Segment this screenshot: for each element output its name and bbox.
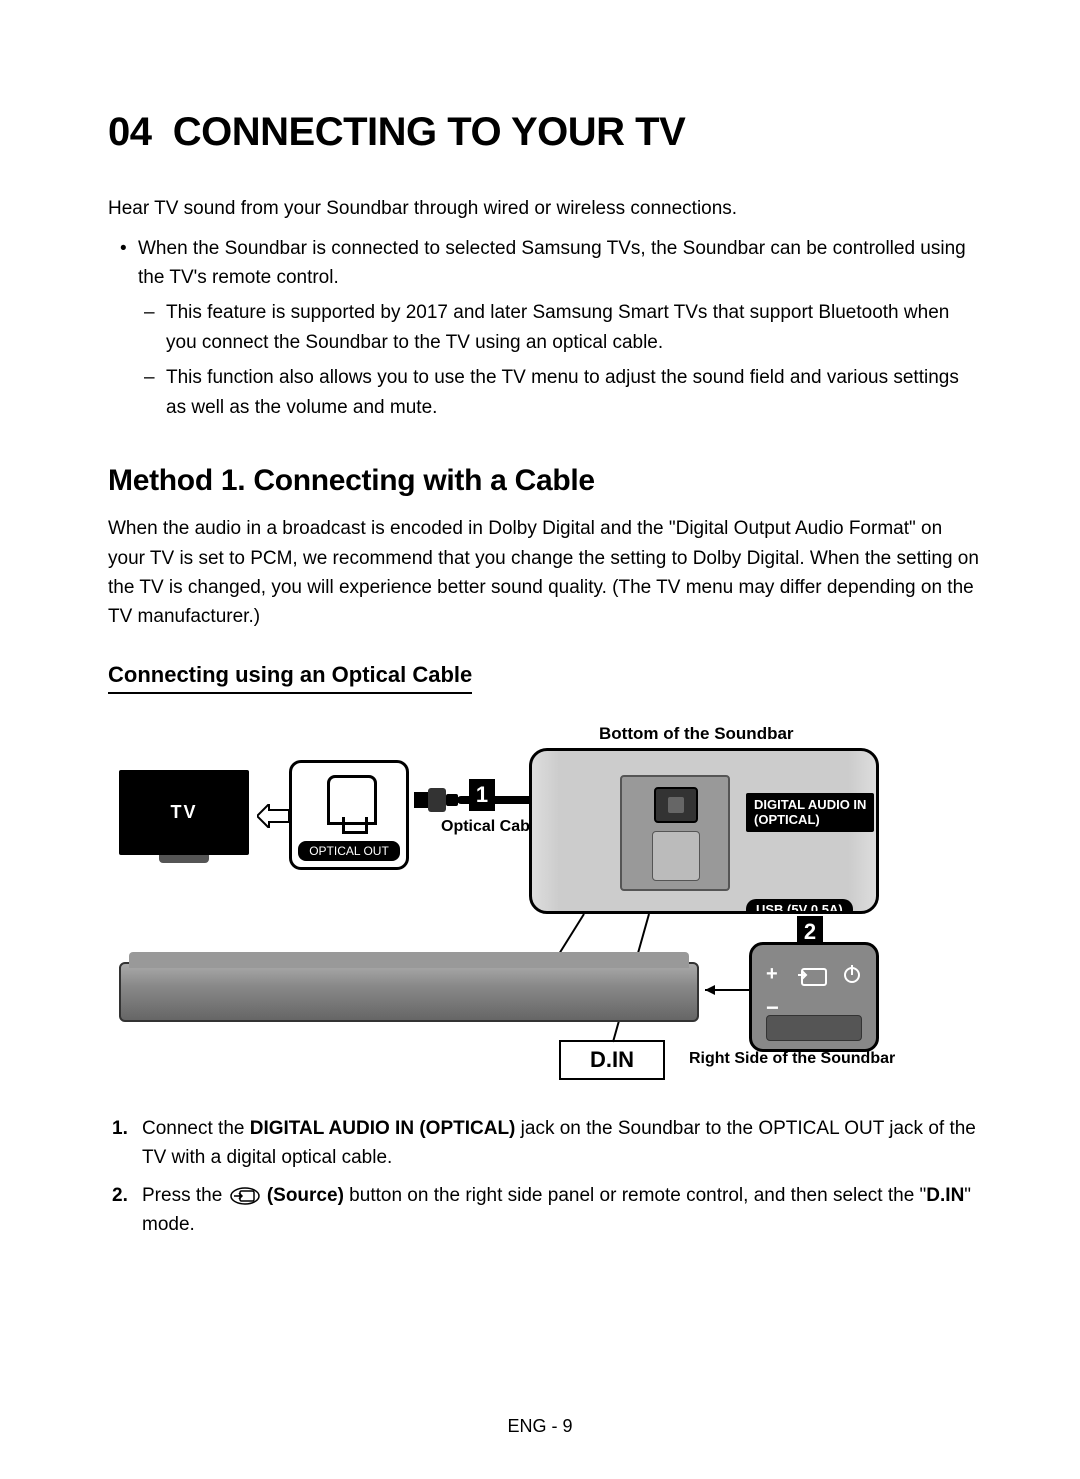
- cable-connector-icon: [412, 782, 460, 818]
- method-title: Method 1. Connecting with a Cable: [108, 464, 980, 498]
- optical-cable-label: Optical Cable: [441, 818, 543, 836]
- usb-port-icon: [652, 831, 700, 881]
- speaker-grill-icon: [766, 1015, 862, 1041]
- step-bold: DIGITAL AUDIO IN (OPTICAL): [250, 1118, 516, 1139]
- usb-label: USB (5V 0.5A): [746, 899, 853, 914]
- label-line1: DIGITAL AUDIO IN: [754, 797, 866, 812]
- soundbar-front-icon: [119, 962, 699, 1022]
- step-bold: (Source): [262, 1185, 344, 1206]
- bullet-list: When the Soundbar is connected to select…: [108, 234, 980, 423]
- optical-port-shape: [327, 775, 377, 825]
- label-line2: (OPTICAL): [754, 812, 820, 827]
- intro-text: Hear TV sound from your Soundbar through…: [108, 195, 980, 224]
- soundbar-top: [129, 952, 689, 968]
- sub-title: Connecting using an Optical Cable: [108, 662, 472, 694]
- step-list: Connect the DIGITAL AUDIO IN (OPTICAL) j…: [108, 1114, 980, 1240]
- diagram-label-bottom: Bottom of the Soundbar: [599, 724, 794, 744]
- din-display: D.IN: [559, 1040, 665, 1080]
- step-bold: D.IN: [926, 1185, 964, 1206]
- chapter-number: 04: [108, 110, 152, 154]
- step-item: Connect the DIGITAL AUDIO IN (OPTICAL) j…: [142, 1114, 980, 1173]
- optical-out-port-icon: OPTICAL OUT: [289, 760, 409, 870]
- tv-stand-icon: [159, 855, 209, 863]
- dash-item: This function also allows you to use the…: [166, 363, 980, 422]
- step-badge-1: 1: [469, 779, 495, 811]
- optical-in-port-icon: [654, 787, 698, 823]
- digital-audio-in-label: DIGITAL AUDIO IN (OPTICAL): [746, 793, 874, 832]
- arrow-icon: [257, 804, 291, 828]
- soundbar-bottom-icon: DIGITAL AUDIO IN (OPTICAL) USB (5V 0.5A): [529, 748, 879, 914]
- step-text: Press the: [142, 1185, 228, 1206]
- source-icon: [796, 965, 828, 987]
- method-paragraph: When the audio in a broadcast is encoded…: [108, 514, 980, 632]
- tv-label: TV: [170, 802, 197, 823]
- step-item: Press the (Source) button on the right s…: [142, 1181, 980, 1240]
- bullet-text: When the Soundbar is connected to select…: [138, 238, 966, 288]
- dash-list: This feature is supported by 2017 and la…: [138, 298, 980, 422]
- tv-icon: TV: [119, 770, 249, 855]
- chapter-name: CONNECTING TO YOUR TV: [173, 110, 686, 154]
- step-text: button on the right side panel or remote…: [344, 1185, 926, 1206]
- volume-up-icon: +: [766, 963, 778, 986]
- page-footer: ENG - 9: [0, 1416, 1080, 1437]
- power-icon: [844, 967, 860, 983]
- diagram-label-right: Right Side of the Soundbar: [689, 1050, 895, 1068]
- connection-diagram: Bottom of the Soundbar TV OPTICAL OUT 1: [109, 724, 979, 1084]
- dash-item: This feature is supported by 2017 and la…: [166, 298, 980, 357]
- source-icon: [230, 1187, 260, 1205]
- bullet-item: When the Soundbar is connected to select…: [138, 234, 980, 423]
- chapter-title: 04 CONNECTING TO YOUR TV: [108, 110, 980, 155]
- step-text: Connect the: [142, 1118, 250, 1139]
- optical-out-label: OPTICAL OUT: [298, 841, 400, 861]
- soundbar-side-panel-icon: + −: [749, 942, 879, 1052]
